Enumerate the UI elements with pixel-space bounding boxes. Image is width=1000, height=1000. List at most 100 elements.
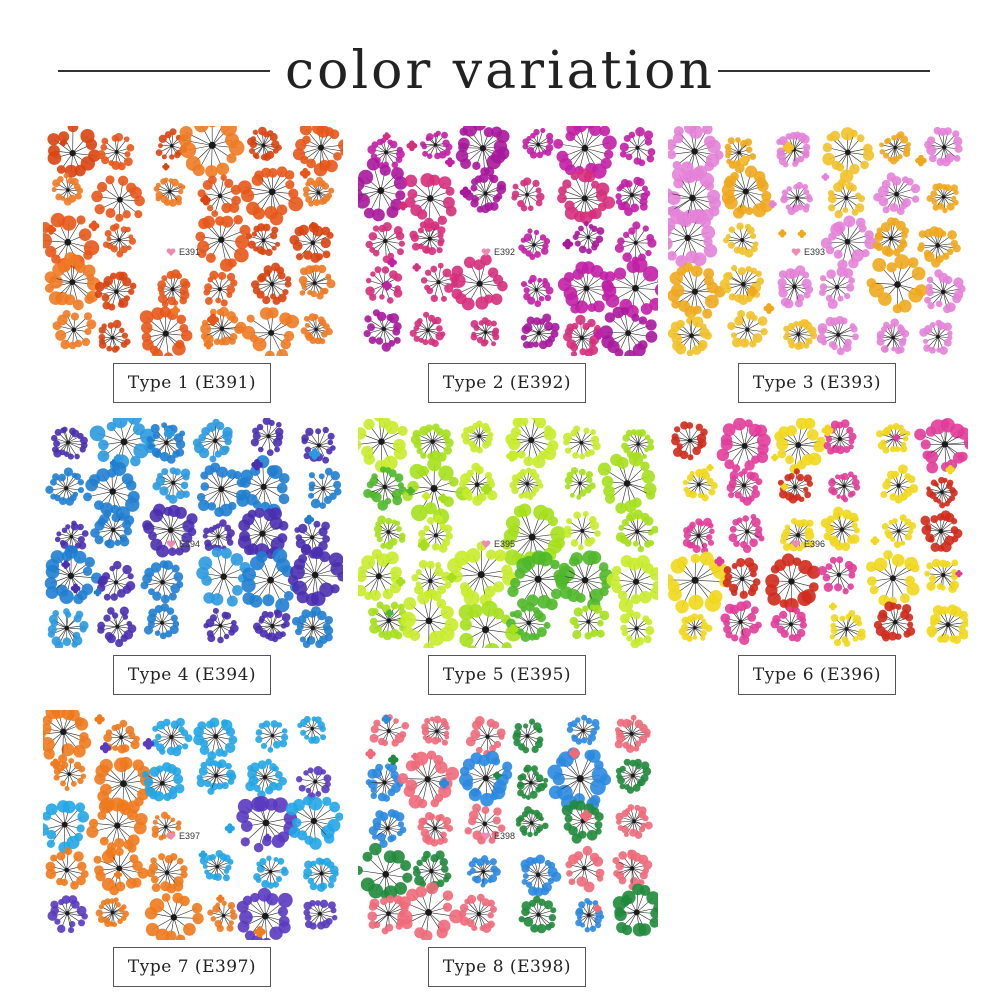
flower-sticker bbox=[152, 467, 191, 504]
flower-sticker bbox=[368, 809, 407, 849]
flower-sticker bbox=[876, 318, 910, 355]
sticker-sheet-image: E395 bbox=[358, 418, 658, 648]
variant-caption: Type 1 (E391) bbox=[113, 363, 271, 403]
flower-sticker bbox=[300, 313, 333, 345]
flower-sticker bbox=[919, 319, 953, 355]
flower-sticker bbox=[236, 887, 293, 940]
flower-sticker bbox=[721, 163, 774, 219]
variant-card-6: E396 Type 6 (E396) bbox=[668, 418, 968, 696]
flower-sticker bbox=[365, 222, 405, 263]
flower-sticker bbox=[203, 607, 239, 644]
petal-sticker bbox=[365, 748, 376, 760]
flower-sticker bbox=[557, 168, 616, 225]
variant-card-8: E398 Type 8 (E398) bbox=[358, 710, 658, 988]
flower-sticker bbox=[522, 127, 554, 159]
flower-sticker bbox=[671, 421, 708, 461]
flower-sticker bbox=[90, 509, 135, 549]
flower-sticker bbox=[615, 758, 652, 794]
petal-sticker bbox=[385, 609, 394, 618]
petal-sticker bbox=[955, 570, 963, 578]
variant-card-7: E397 Type 7 (E397) bbox=[43, 710, 343, 988]
flower-sticker bbox=[98, 319, 131, 353]
flower-sticker bbox=[207, 900, 238, 933]
flower-sticker bbox=[820, 506, 860, 552]
flower-sticker bbox=[144, 892, 204, 940]
flower-sticker bbox=[866, 550, 920, 606]
flower-sticker bbox=[97, 606, 137, 648]
flower-sticker bbox=[247, 126, 282, 161]
flower-sticker bbox=[196, 547, 251, 607]
flower-sticker bbox=[447, 541, 517, 607]
flower-sticker bbox=[777, 265, 814, 309]
flower-sticker bbox=[45, 847, 89, 890]
flower-sticker bbox=[297, 715, 327, 744]
variant-caption: Type 8 (E398) bbox=[428, 947, 586, 987]
flower-sticker bbox=[420, 130, 453, 160]
flower-sticker bbox=[816, 315, 859, 356]
flower-sticker bbox=[726, 468, 763, 506]
petal-sticker bbox=[506, 450, 518, 462]
petal-sticker bbox=[438, 778, 450, 789]
flower-sticker bbox=[193, 717, 238, 761]
flower-sticker bbox=[565, 845, 605, 893]
flower-sticker bbox=[563, 314, 602, 356]
flower-sticker bbox=[459, 750, 513, 807]
flower-sticker bbox=[402, 457, 471, 525]
flower-sticker bbox=[400, 588, 459, 648]
petal-sticker bbox=[142, 738, 155, 750]
flower-sticker bbox=[53, 757, 87, 792]
flower-sticker bbox=[43, 800, 89, 854]
flower-sticker bbox=[914, 418, 968, 474]
flower-sticker bbox=[820, 215, 877, 270]
petal-sticker bbox=[739, 155, 749, 165]
sticker-sheet-image: E394 bbox=[43, 418, 343, 648]
sticker-sheet-image: E392 bbox=[358, 126, 658, 356]
flower-sticker bbox=[102, 223, 137, 258]
flower-sticker bbox=[202, 519, 235, 552]
petal-sticker bbox=[93, 588, 102, 597]
heart-icon bbox=[481, 832, 491, 840]
flower-sticker bbox=[285, 796, 343, 850]
petal-sticker bbox=[406, 486, 416, 496]
flower-sticker bbox=[564, 467, 596, 500]
flower-sticker bbox=[879, 131, 911, 165]
flower-sticker bbox=[601, 257, 658, 318]
petal-sticker bbox=[113, 870, 123, 879]
flower-sticker bbox=[287, 544, 343, 607]
petal-sticker bbox=[309, 222, 317, 230]
petal-sticker bbox=[580, 809, 592, 822]
flower-sticker bbox=[52, 309, 97, 350]
flower-sticker bbox=[520, 854, 562, 897]
flower-sticker bbox=[464, 173, 507, 214]
flower-sticker bbox=[612, 849, 653, 891]
sheet-code-label: E393 bbox=[804, 247, 825, 257]
flower-sticker bbox=[139, 306, 193, 356]
flower-sticker bbox=[822, 127, 875, 183]
petal-sticker bbox=[203, 339, 214, 350]
petal-sticker bbox=[780, 483, 789, 491]
petal-sticker bbox=[88, 220, 100, 232]
flower-sticker bbox=[47, 608, 89, 648]
petal-sticker bbox=[770, 453, 779, 462]
flower-sticker bbox=[924, 126, 963, 167]
petal-sticker bbox=[216, 894, 225, 903]
flower-sticker bbox=[250, 418, 284, 456]
flower-sticker bbox=[819, 266, 855, 310]
flower-sticker bbox=[777, 468, 813, 504]
petal-sticker bbox=[406, 140, 418, 152]
flower-sticker bbox=[51, 172, 84, 206]
flower-sticker bbox=[520, 274, 554, 308]
flower-sticker bbox=[141, 762, 185, 802]
petal-sticker bbox=[828, 602, 837, 611]
flower-sticker bbox=[926, 476, 958, 509]
flower-sticker bbox=[302, 176, 335, 207]
flower-sticker bbox=[828, 471, 861, 503]
flower-sticker bbox=[237, 507, 289, 559]
flower-sticker bbox=[303, 899, 338, 930]
petal-sticker bbox=[163, 428, 175, 440]
flower-sticker bbox=[461, 420, 494, 454]
petal-sticker bbox=[387, 257, 397, 268]
flower-sticker bbox=[421, 715, 450, 746]
flower-sticker bbox=[241, 548, 300, 613]
petal-sticker bbox=[593, 904, 602, 913]
